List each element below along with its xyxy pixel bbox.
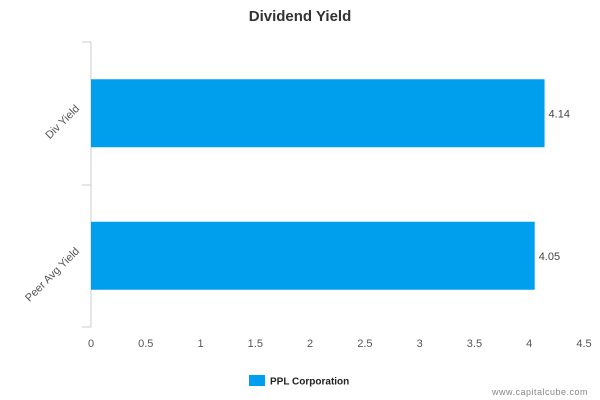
category-label-0: Div Yield: [43, 103, 82, 142]
x-tick-label-7: 3.5: [467, 338, 482, 350]
bar-0[interactable]: [91, 79, 545, 148]
legend-swatch: [249, 375, 265, 386]
x-tick-label-9: 4.5: [576, 338, 591, 350]
x-axis-ticks: 0 0.5 1 1.5 2 2.5 3 3.5 4 4.5: [88, 338, 592, 350]
watermark: www.capitalcube.com: [491, 387, 588, 397]
category-label-1: Peer Avg Yield: [23, 245, 82, 304]
x-tick-label-8: 4: [526, 338, 532, 350]
x-tick-label-0: 0: [88, 338, 94, 350]
bars-layer: 4.14 4.05: [91, 79, 570, 290]
x-tick-label-4: 2: [307, 338, 313, 350]
legend-label[interactable]: PPL Corporation: [270, 377, 349, 388]
x-tick-label-6: 3: [417, 338, 423, 350]
x-tick-label-5: 2.5: [357, 338, 372, 350]
data-label-0: 4.14: [549, 108, 570, 120]
x-tick-label-1: 0.5: [138, 338, 153, 350]
data-label-1: 4.05: [539, 251, 560, 263]
x-tick-label-2: 1: [197, 338, 203, 350]
bar-1[interactable]: [91, 221, 535, 290]
chart-title: Dividend Yield: [249, 8, 352, 25]
legend[interactable]: PPL Corporation: [249, 375, 349, 388]
y-axis-categories: Div Yield Peer Avg Yield: [23, 103, 82, 304]
x-tick-label-3: 1.5: [248, 338, 263, 350]
